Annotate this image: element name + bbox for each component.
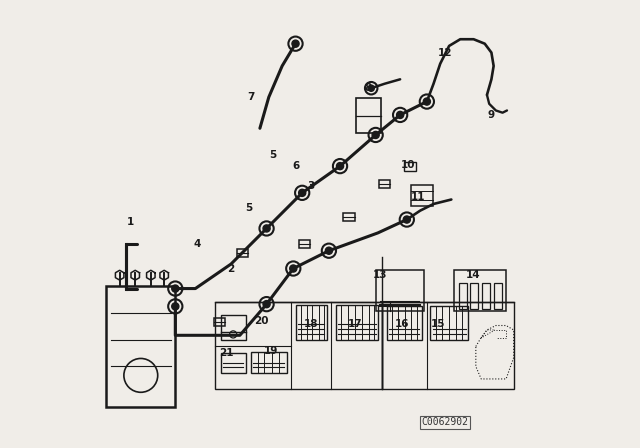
- Bar: [387, 306, 422, 340]
- Circle shape: [403, 216, 410, 223]
- Circle shape: [423, 98, 431, 105]
- Bar: [454, 270, 506, 311]
- Bar: [221, 315, 246, 340]
- Bar: [493, 283, 502, 309]
- Text: 18: 18: [304, 319, 318, 329]
- Bar: [482, 283, 490, 309]
- Text: 15: 15: [431, 319, 445, 329]
- Bar: [216, 302, 331, 389]
- Text: 12: 12: [437, 47, 452, 58]
- Bar: [251, 352, 287, 373]
- Text: 2: 2: [227, 263, 235, 274]
- Bar: [296, 305, 326, 340]
- Circle shape: [372, 131, 380, 138]
- Circle shape: [292, 40, 299, 47]
- Text: 16: 16: [395, 319, 410, 329]
- Bar: [379, 180, 390, 188]
- Text: 4: 4: [194, 239, 201, 249]
- Bar: [382, 302, 514, 389]
- Circle shape: [263, 225, 270, 232]
- Text: 5: 5: [269, 150, 277, 160]
- Bar: [459, 283, 467, 309]
- Text: 19: 19: [264, 346, 278, 356]
- Circle shape: [337, 163, 344, 170]
- Text: 17: 17: [348, 319, 363, 329]
- Text: 6: 6: [292, 161, 300, 171]
- Circle shape: [172, 303, 179, 310]
- Bar: [106, 286, 175, 406]
- Text: 5: 5: [245, 203, 252, 213]
- Bar: [335, 305, 378, 340]
- Text: 21: 21: [220, 348, 234, 358]
- Text: 3: 3: [307, 181, 315, 191]
- Bar: [216, 302, 382, 389]
- Circle shape: [299, 189, 306, 196]
- Bar: [237, 249, 248, 257]
- Circle shape: [290, 265, 297, 272]
- Circle shape: [263, 301, 270, 308]
- Text: 1: 1: [127, 217, 134, 227]
- Text: 20: 20: [254, 316, 269, 326]
- Circle shape: [172, 285, 179, 292]
- Text: C0062902: C0062902: [421, 417, 468, 427]
- Bar: [470, 283, 479, 309]
- Text: 9: 9: [488, 110, 495, 120]
- Text: 10: 10: [401, 160, 415, 170]
- Bar: [412, 185, 433, 206]
- Bar: [376, 270, 424, 311]
- Bar: [216, 302, 291, 389]
- Bar: [431, 306, 468, 340]
- Bar: [221, 353, 246, 373]
- Bar: [216, 302, 382, 389]
- Text: 13: 13: [373, 270, 387, 280]
- Circle shape: [397, 112, 404, 118]
- Text: 7: 7: [247, 92, 255, 102]
- Text: 8: 8: [364, 83, 372, 93]
- Bar: [344, 213, 355, 221]
- Text: 14: 14: [467, 270, 481, 280]
- Text: 11: 11: [411, 192, 425, 202]
- Circle shape: [368, 85, 374, 91]
- Circle shape: [325, 247, 332, 254]
- Bar: [299, 240, 310, 248]
- Bar: [404, 162, 416, 172]
- Bar: [214, 318, 225, 326]
- Bar: [356, 98, 381, 133]
